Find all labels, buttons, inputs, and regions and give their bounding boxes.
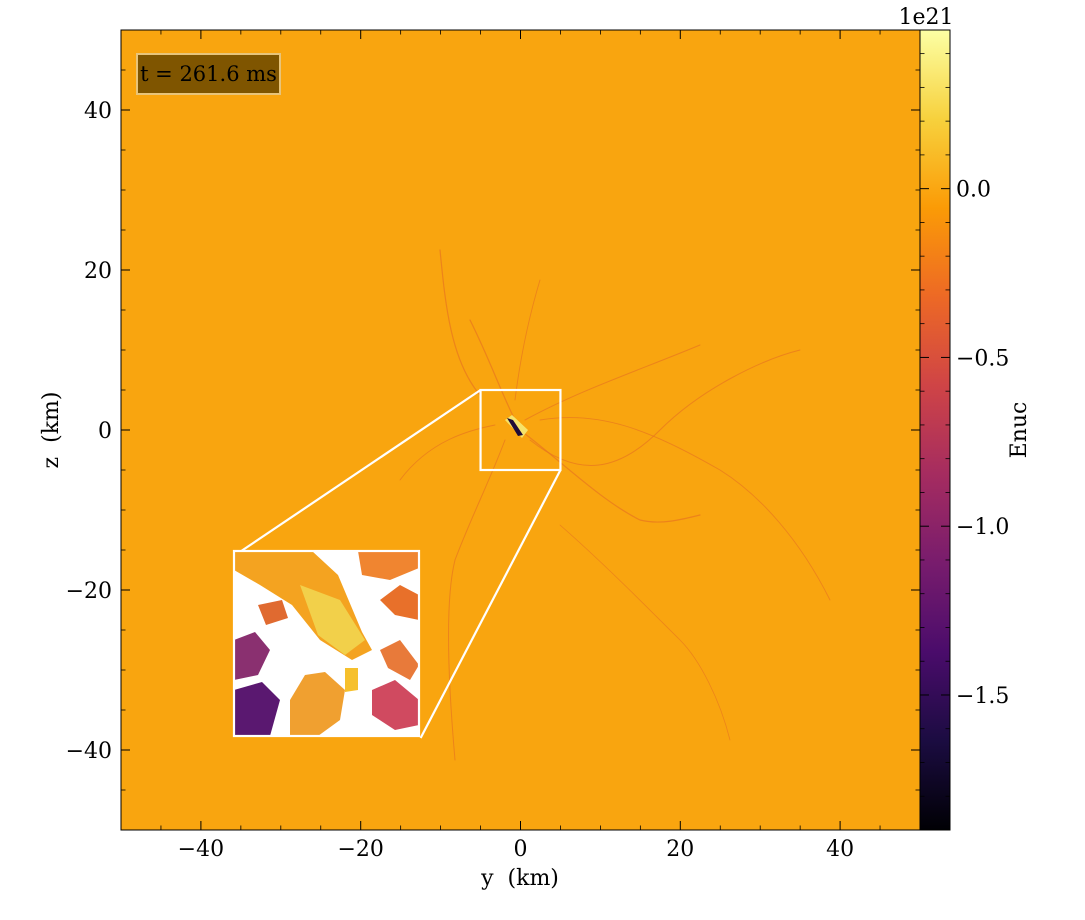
zoom-indicator [236, 388, 562, 739]
inset-patch-7 [234, 632, 270, 680]
colorbar-tick-label: 0.0 [956, 178, 991, 203]
x-axis: −40 −20 0 20 40 [120, 30, 921, 862]
x-tick-label: 20 [666, 837, 694, 862]
x-tick-label: 0 [514, 837, 528, 862]
colorbar-gradient [920, 30, 950, 830]
streak-7 [514, 279, 541, 401]
streak-10 [559, 524, 731, 741]
hotspot-center [505, 415, 528, 438]
heatmap-streaks [399, 249, 831, 761]
inset-patch-2 [300, 585, 365, 655]
inset-patch-8 [234, 682, 280, 736]
inset-field [234, 551, 419, 736]
streak-4 [524, 344, 701, 421]
inset-patch-5 [380, 640, 419, 680]
colorbar-label: Enuc [1007, 402, 1032, 459]
inset-patch-10 [345, 668, 358, 692]
colorbar-tick-label: −0.5 [956, 346, 1009, 371]
zoom-rectangle [479, 388, 562, 472]
inset-patch-11 [258, 600, 288, 625]
x-tick-label: −20 [337, 837, 383, 862]
hotspot-dark [507, 418, 523, 436]
inset-patch-9 [372, 680, 419, 730]
x-tick-label: −40 [178, 837, 224, 862]
x-tick-label: 40 [826, 837, 854, 862]
time-annotation: t = 261.6 ms [136, 53, 281, 95]
time-annotation-text: t = 261.6 ms [140, 62, 277, 86]
colorbar-tick-label: −1.0 [956, 515, 1009, 540]
y-axis: −40 −20 0 20 40 [66, 29, 920, 831]
y-axis-label: z (km) [39, 392, 64, 469]
colorbar-tick-label: −1.5 [956, 684, 1009, 709]
time-annotation-box [136, 53, 281, 95]
streak-9 [399, 424, 496, 481]
connector-line-1 [236, 389, 482, 555]
streak-1 [439, 249, 481, 396]
y-tick-label: 0 [98, 419, 112, 444]
inset-patch-3 [358, 551, 419, 580]
inset-frame [232, 549, 421, 738]
streak-8 [539, 417, 831, 601]
streak-5 [448, 439, 506, 761]
y-tick-label: 20 [84, 259, 112, 284]
inset-zoom [232, 549, 421, 738]
y-tick-label: −20 [66, 579, 112, 604]
inset-patch-6 [290, 672, 345, 736]
colorbar-ticks: 0.0 −0.5 −1.0 −1.5 [920, 53, 1009, 797]
streak-2 [469, 319, 516, 421]
streak-6 [529, 349, 801, 466]
connector-line-2 [419, 469, 562, 739]
y-tick-label: 40 [84, 99, 112, 124]
colorbar-offset-text: 1e21 [898, 5, 953, 30]
inset-patch-4 [380, 585, 419, 620]
x-axis-label: y (km) [480, 866, 559, 891]
colorbar-frame [919, 29, 951, 831]
y-tick-label: −40 [66, 739, 112, 764]
colorbar: 0.0 −0.5 −1.0 −1.5 1e21 Enuc [898, 5, 1032, 831]
